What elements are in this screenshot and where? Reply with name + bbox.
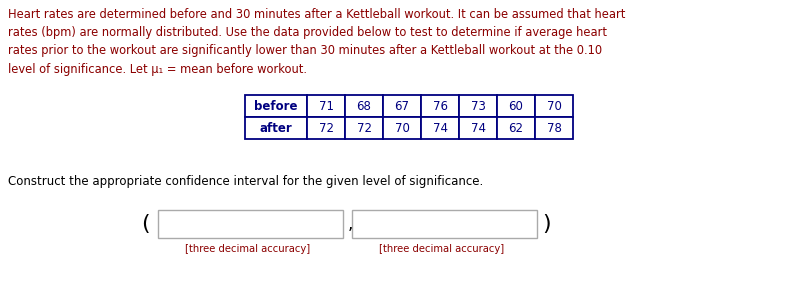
Text: 74: 74: [433, 122, 447, 135]
Text: 74: 74: [471, 122, 485, 135]
Text: Heart rates are determined before and 30 minutes after a Kettleball workout. It : Heart rates are determined before and 30…: [8, 8, 625, 76]
Bar: [497, 117, 535, 139]
Text: Construct the appropriate confidence interval for the given level of significanc: Construct the appropriate confidence int…: [8, 175, 484, 188]
Bar: [497, 95, 535, 117]
Text: [three decimal accuracy]: [three decimal accuracy]: [185, 244, 310, 254]
Text: 70: 70: [394, 122, 409, 135]
Text: (: (: [141, 214, 149, 234]
Bar: [245, 117, 307, 139]
Text: ): ): [542, 214, 551, 234]
Bar: [535, 117, 573, 139]
Text: [three decimal accuracy]: [three decimal accuracy]: [379, 244, 505, 254]
Bar: [421, 95, 459, 117]
Bar: [158, 210, 343, 238]
Text: 78: 78: [547, 122, 561, 135]
Text: 76: 76: [433, 100, 447, 113]
Text: 68: 68: [356, 100, 372, 113]
Bar: [459, 117, 497, 139]
Text: 73: 73: [471, 100, 485, 113]
Text: ,: ,: [348, 215, 353, 233]
Text: 72: 72: [356, 122, 372, 135]
Bar: [383, 95, 421, 117]
Text: after: after: [260, 122, 292, 135]
Bar: [345, 117, 383, 139]
Text: 60: 60: [509, 100, 523, 113]
Bar: [345, 95, 383, 117]
Text: before: before: [254, 100, 298, 113]
Bar: [352, 210, 537, 238]
Text: 70: 70: [547, 100, 561, 113]
Bar: [307, 95, 345, 117]
Text: 71: 71: [318, 100, 334, 113]
Text: 72: 72: [318, 122, 334, 135]
Bar: [421, 117, 459, 139]
Text: 67: 67: [394, 100, 410, 113]
Text: 62: 62: [509, 122, 523, 135]
Bar: [307, 117, 345, 139]
Bar: [459, 95, 497, 117]
Bar: [383, 117, 421, 139]
Bar: [245, 95, 307, 117]
Bar: [535, 95, 573, 117]
